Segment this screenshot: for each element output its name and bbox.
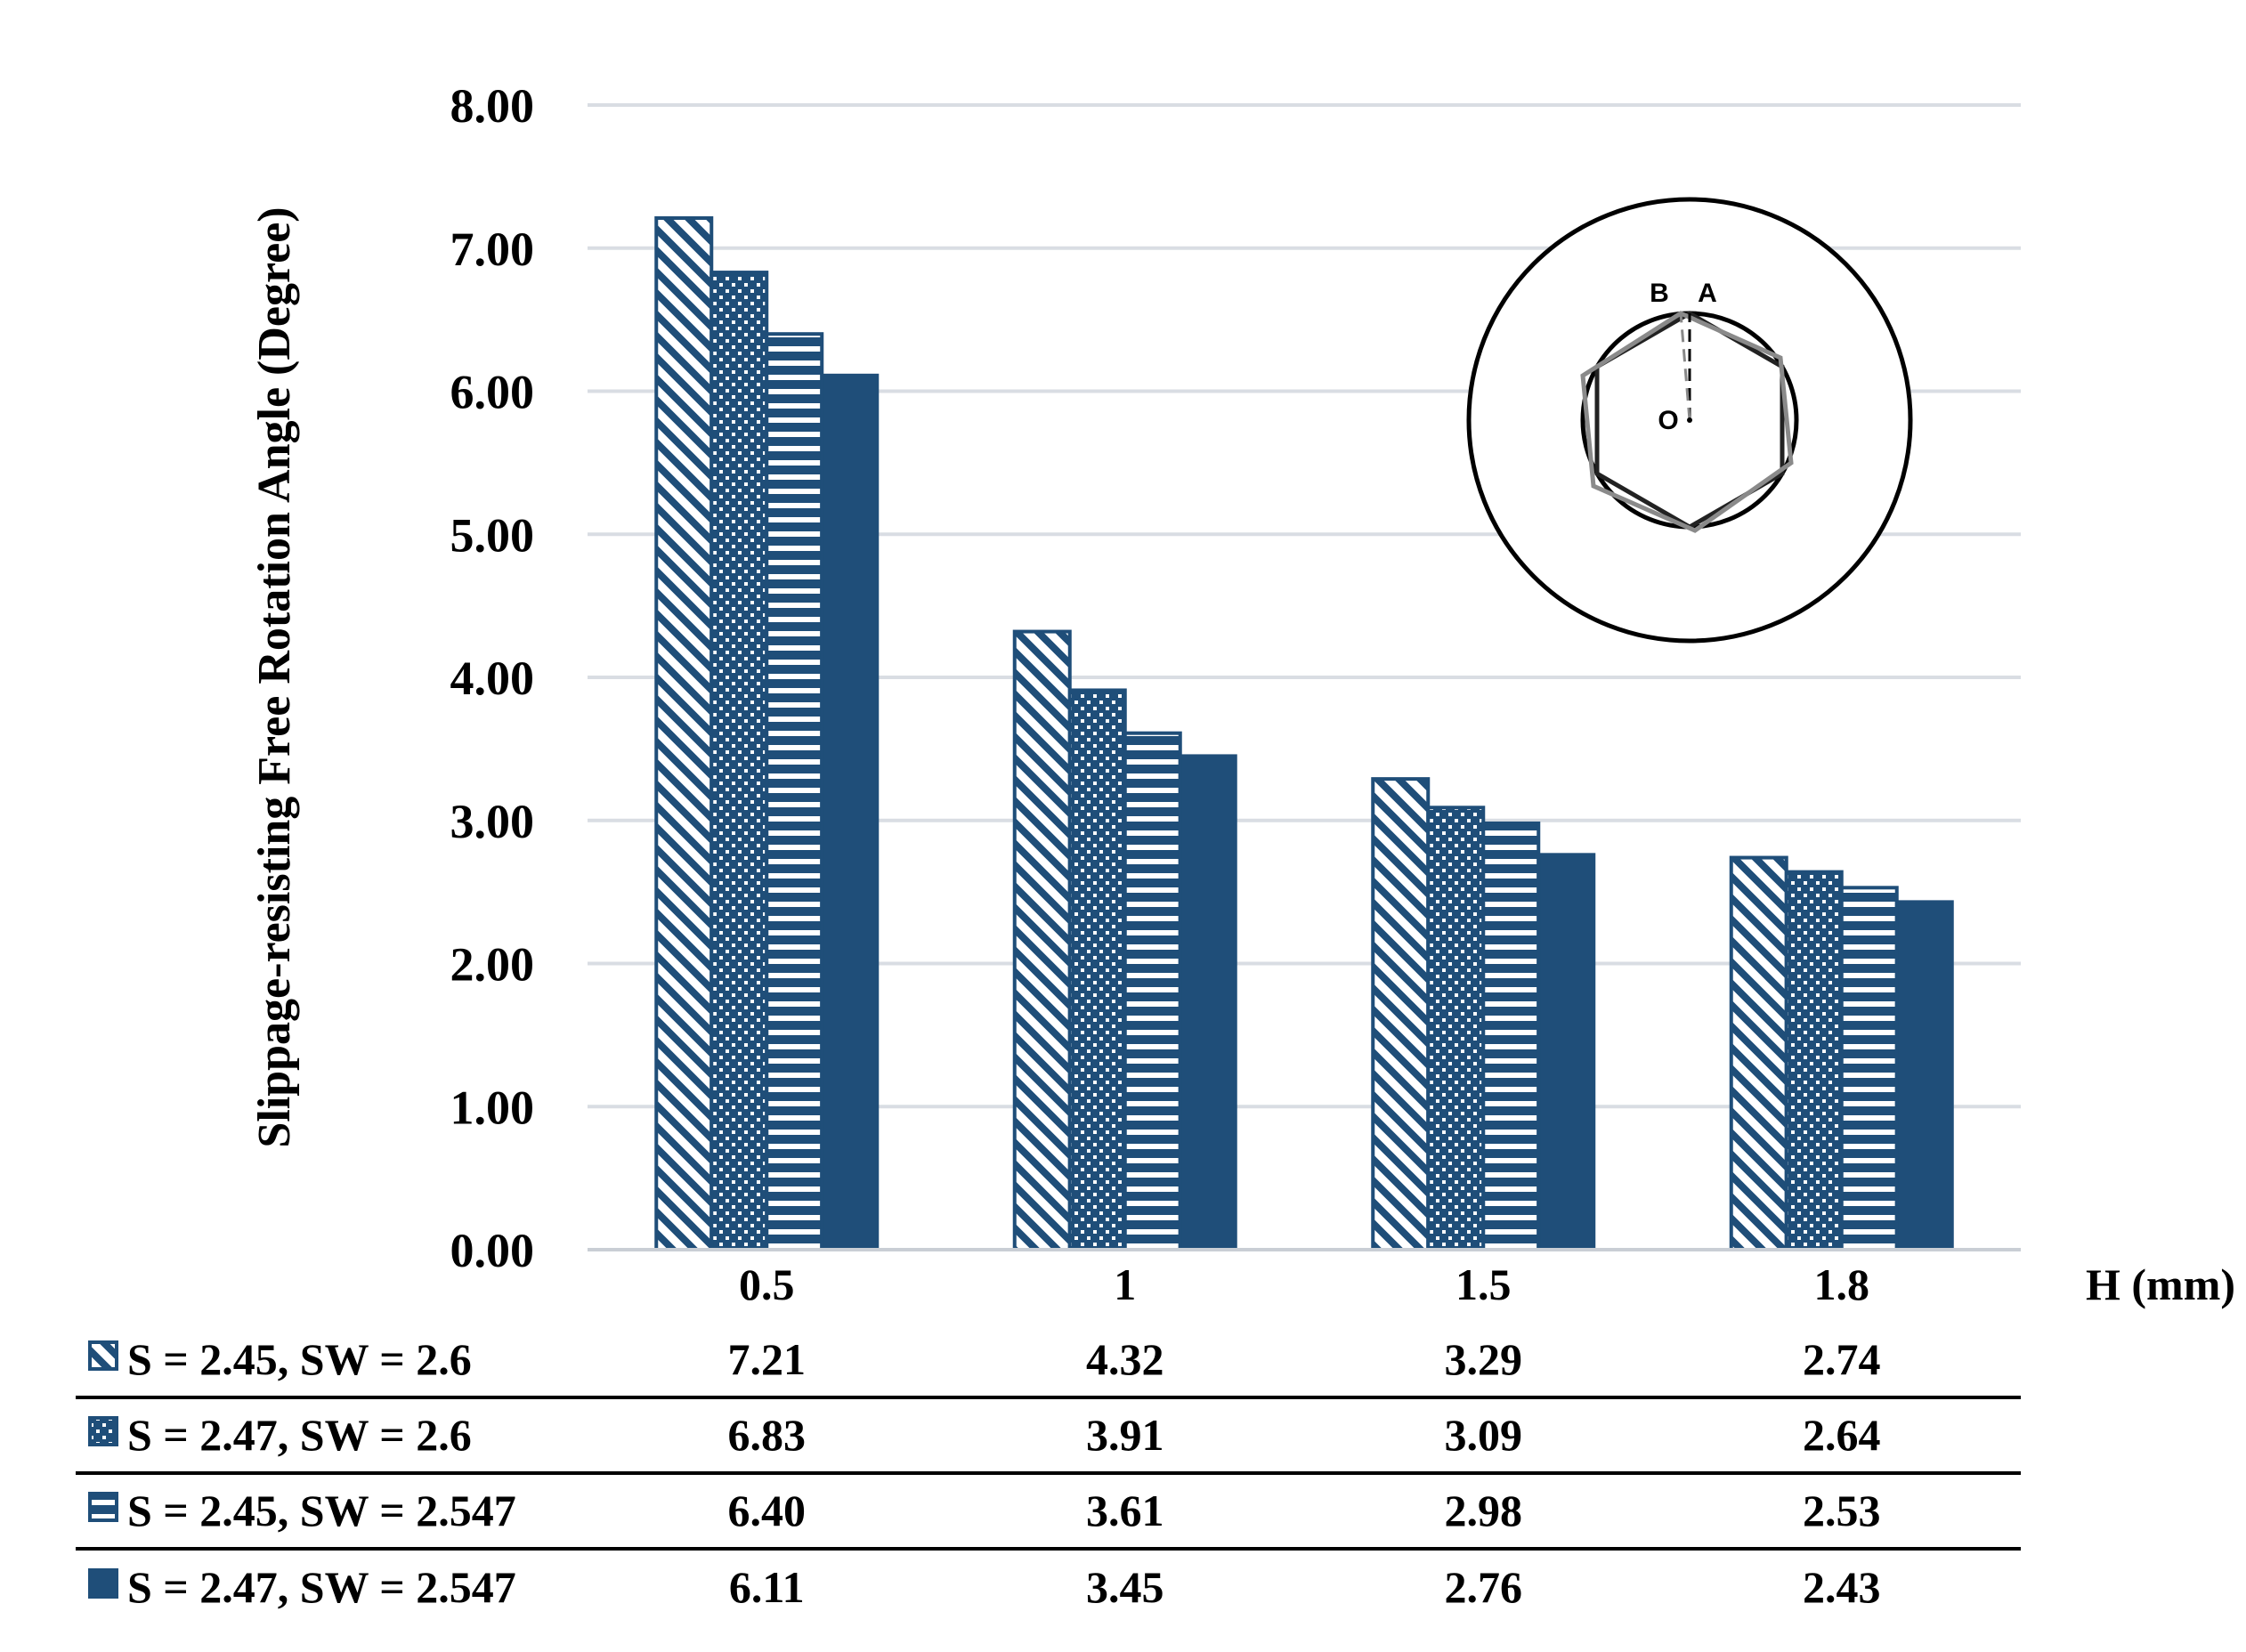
y-tick-label: 3.00 [450, 795, 535, 848]
table-value: 2.43 [1803, 1562, 1881, 1612]
bar-series-2-cat-4 [1784, 870, 1844, 1251]
bar-series-4-cat-2 [1178, 754, 1237, 1251]
bar-series-1-cat-1 [654, 215, 714, 1251]
bar-series-3-cat-4 [1839, 886, 1899, 1251]
table-value: 6.11 [729, 1562, 805, 1612]
y-tick-label: 1.00 [450, 1081, 535, 1134]
table-value: 3.45 [1086, 1562, 1164, 1612]
y-tick-label: 0.00 [450, 1224, 535, 1277]
hexagon-inset-diagram: B A O [1466, 197, 1913, 644]
y-tick-label: 6.00 [450, 366, 535, 419]
legend-key-series-2 [88, 1416, 118, 1446]
legend-key-series-1 [88, 1340, 118, 1371]
bar-series-1-cat-2 [1012, 629, 1072, 1251]
x-tick-label: 1.8 [1814, 1259, 1870, 1309]
inset-hexagon-gray [1580, 311, 1794, 533]
bar-series-2-cat-1 [709, 271, 769, 1251]
x-tick-label: 1.5 [1455, 1259, 1512, 1309]
x-tick-label: 0.5 [739, 1259, 795, 1309]
table-value: 6.40 [728, 1486, 807, 1535]
legend-key-series-4 [88, 1568, 118, 1599]
bar-series-2-cat-3 [1426, 806, 1486, 1251]
x-tick-label: 1 [1114, 1259, 1136, 1309]
bar-series-1-cat-4 [1729, 855, 1788, 1251]
y-axis-title: Slippage-resisting Free Rotation Angle (… [249, 206, 300, 1147]
table-value: 3.09 [1445, 1410, 1523, 1460]
bar-series-3-cat-3 [1481, 821, 1541, 1252]
table-value: 2.98 [1445, 1486, 1523, 1535]
legend-key-series-3 [88, 1492, 118, 1522]
table-value: 3.61 [1086, 1486, 1164, 1535]
table-value: 4.32 [1086, 1334, 1164, 1384]
legend-label: S = 2.45, SW = 2.6 [127, 1334, 472, 1384]
bar-series-4-cat-1 [820, 373, 880, 1251]
inset-line-ob [1679, 312, 1691, 421]
y-tick-label: 2.00 [450, 938, 535, 992]
table-value: 7.21 [728, 1334, 807, 1384]
bar-series-2-cat-2 [1067, 688, 1127, 1251]
table-value: 3.29 [1445, 1334, 1523, 1384]
bar-series-4-cat-3 [1537, 853, 1596, 1252]
inset-label-b: B [1650, 279, 1669, 308]
bar-series-3-cat-2 [1123, 731, 1182, 1251]
table-value: 6.83 [728, 1410, 807, 1460]
legend-label: S = 2.45, SW = 2.547 [127, 1486, 516, 1535]
table-value: 2.64 [1803, 1410, 1881, 1460]
table-value: 3.91 [1086, 1410, 1164, 1460]
y-tick-label: 5.00 [450, 508, 535, 562]
y-tick-label: 8.00 [450, 79, 535, 133]
y-tick-label: 4.00 [450, 652, 535, 705]
bar-series-4-cat-4 [1894, 900, 1954, 1251]
bar-series-1-cat-3 [1371, 777, 1431, 1251]
legend-label: S = 2.47, SW = 2.6 [127, 1410, 472, 1460]
table-value: 2.74 [1803, 1334, 1881, 1384]
inset-center-point [1687, 417, 1692, 423]
table-value: 2.76 [1445, 1562, 1523, 1612]
x-axis-title: H (mm) [2086, 1259, 2235, 1309]
bar-series-3-cat-1 [765, 332, 824, 1252]
table-value: 2.53 [1803, 1486, 1881, 1535]
y-tick-label: 7.00 [450, 223, 535, 276]
legend-label: S = 2.47, SW = 2.547 [127, 1562, 516, 1612]
inset-label-o: O [1658, 406, 1678, 435]
inset-label-a: A [1698, 279, 1717, 308]
